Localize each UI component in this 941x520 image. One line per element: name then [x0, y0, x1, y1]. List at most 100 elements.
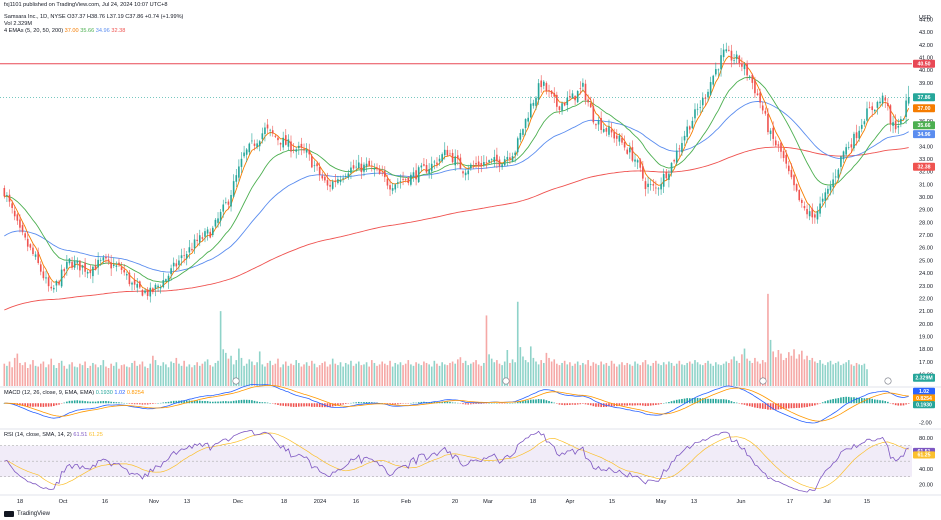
candle[interactable] — [735, 50, 738, 64]
candle[interactable] — [214, 217, 217, 228]
candle[interactable] — [793, 174, 795, 191]
candle[interactable] — [227, 199, 230, 210]
candle[interactable] — [874, 109, 876, 114]
candle[interactable] — [459, 153, 462, 170]
candle[interactable] — [55, 279, 58, 292]
candle[interactable] — [428, 163, 430, 179]
candle[interactable] — [493, 149, 496, 168]
candle[interactable] — [235, 169, 238, 187]
candle[interactable] — [105, 253, 107, 264]
candle[interactable] — [675, 143, 678, 165]
candle[interactable] — [748, 74, 751, 80]
candle[interactable] — [326, 172, 329, 191]
candle[interactable] — [621, 133, 623, 145]
candle[interactable] — [264, 122, 266, 142]
candle[interactable] — [420, 162, 423, 172]
candle[interactable] — [347, 169, 350, 180]
candle[interactable] — [733, 53, 735, 65]
candle[interactable] — [681, 136, 683, 156]
candle[interactable] — [626, 147, 629, 155]
candle[interactable] — [780, 141, 782, 159]
candle[interactable] — [102, 255, 105, 265]
candle[interactable] — [754, 76, 756, 99]
candle[interactable] — [125, 271, 128, 280]
candle[interactable] — [566, 91, 569, 112]
candle[interactable] — [342, 174, 344, 183]
candle[interactable] — [683, 130, 686, 146]
candle[interactable] — [386, 174, 389, 190]
candle[interactable] — [688, 125, 691, 134]
candle[interactable] — [81, 264, 84, 275]
candle[interactable] — [537, 78, 540, 105]
candle[interactable] — [222, 199, 225, 218]
candle[interactable] — [623, 135, 626, 151]
candle[interactable] — [112, 257, 115, 269]
candle[interactable] — [720, 47, 722, 77]
candle[interactable] — [522, 128, 524, 138]
candle[interactable] — [743, 62, 746, 76]
candle[interactable] — [516, 136, 519, 156]
candle[interactable] — [540, 75, 543, 93]
candle[interactable] — [801, 198, 803, 208]
candle[interactable] — [391, 183, 394, 195]
earnings-marker-icon[interactable]: E — [759, 377, 767, 385]
candle[interactable] — [589, 96, 592, 108]
candle[interactable] — [558, 105, 561, 115]
candle[interactable] — [188, 239, 191, 259]
candle[interactable] — [795, 183, 798, 193]
candle[interactable] — [464, 169, 467, 181]
candle[interactable] — [696, 103, 699, 116]
candle[interactable] — [350, 161, 352, 180]
candle[interactable] — [178, 255, 180, 271]
candle[interactable] — [871, 102, 874, 118]
candle[interactable] — [415, 163, 417, 186]
earnings-marker-icon[interactable]: E — [232, 377, 240, 385]
candle[interactable] — [485, 156, 488, 169]
candle[interactable] — [722, 43, 725, 62]
candle[interactable] — [905, 93, 907, 124]
candle[interactable] — [115, 261, 118, 272]
candle[interactable] — [600, 111, 602, 134]
candle[interactable] — [761, 101, 764, 115]
candle[interactable] — [462, 170, 464, 178]
candle[interactable] — [193, 234, 196, 254]
candle[interactable] — [576, 90, 579, 104]
candle[interactable] — [496, 147, 498, 169]
candle[interactable] — [26, 231, 29, 252]
candle[interactable] — [582, 78, 584, 92]
candle[interactable] — [433, 159, 436, 170]
candle[interactable] — [63, 267, 66, 279]
candle[interactable] — [808, 204, 811, 221]
candle[interactable] — [298, 141, 300, 155]
candle[interactable] — [73, 255, 76, 270]
candle[interactable] — [144, 288, 146, 295]
candle[interactable] — [198, 229, 201, 247]
candle[interactable] — [816, 206, 819, 224]
candle[interactable] — [94, 258, 97, 271]
candle[interactable] — [183, 248, 185, 264]
candle[interactable] — [389, 179, 391, 196]
candle[interactable] — [76, 257, 79, 270]
candle[interactable] — [756, 88, 759, 96]
candle[interactable] — [128, 269, 131, 287]
candle[interactable] — [204, 228, 206, 243]
candle[interactable] — [162, 272, 165, 289]
candle[interactable] — [806, 204, 808, 219]
candle[interactable] — [819, 196, 821, 217]
candle[interactable] — [879, 97, 881, 106]
candle[interactable] — [417, 165, 420, 184]
candle[interactable] — [295, 146, 298, 159]
candle[interactable] — [477, 155, 480, 174]
candle[interactable] — [889, 104, 892, 132]
candle[interactable] — [707, 88, 709, 102]
candle[interactable] — [251, 133, 253, 144]
candle[interactable] — [16, 212, 19, 225]
candle[interactable] — [579, 81, 582, 95]
candle[interactable] — [712, 74, 715, 87]
candle[interactable] — [649, 178, 652, 191]
candle[interactable] — [97, 252, 99, 275]
candle[interactable] — [597, 116, 600, 132]
candle[interactable] — [196, 233, 198, 246]
earnings-marker-icon[interactable]: E — [884, 377, 892, 385]
candle[interactable] — [425, 159, 428, 174]
